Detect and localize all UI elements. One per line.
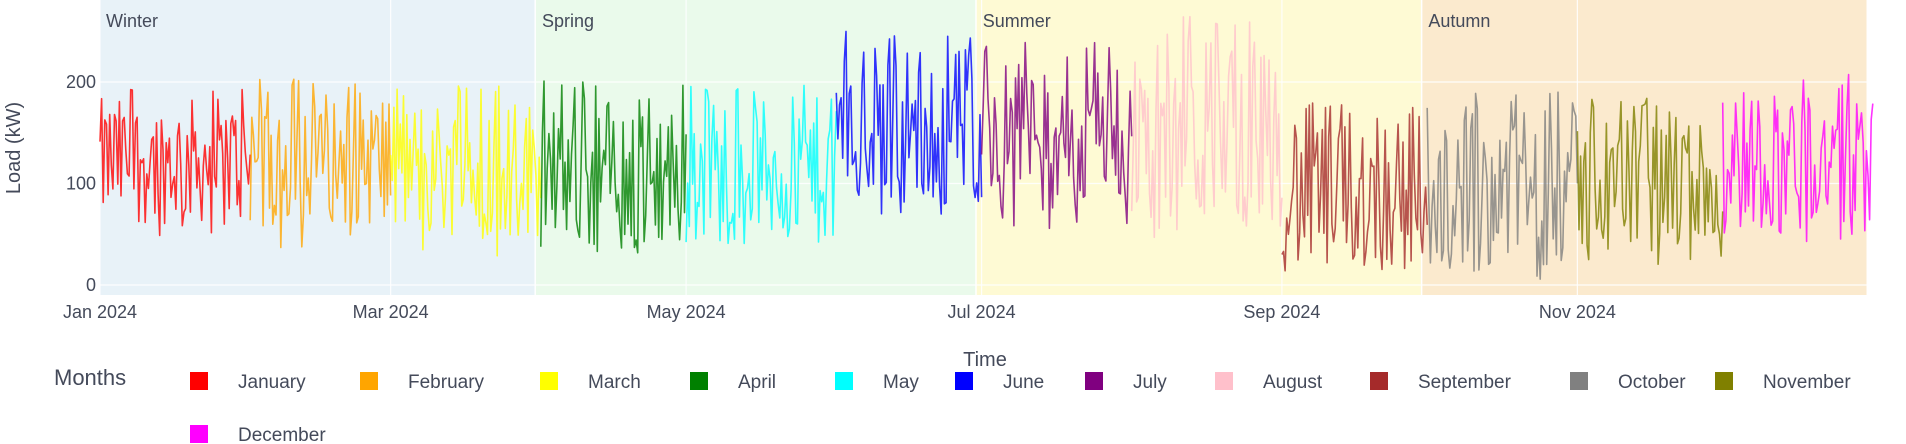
legend-title: Months xyxy=(54,365,126,390)
legend: Months January February March April May June J… xyxy=(54,365,1851,444)
legend-swatch-july xyxy=(1085,372,1103,390)
series-line-october xyxy=(1426,91,1579,280)
series-line-december xyxy=(1721,73,1874,243)
legend-label-february[interactable]: February xyxy=(408,372,485,393)
season-label-summer: Summer xyxy=(983,11,1051,31)
legend-label-june[interactable]: June xyxy=(1003,372,1044,393)
legend-swatch-september xyxy=(1370,372,1388,390)
legend-swatch-december xyxy=(190,425,208,443)
series-line-september xyxy=(1281,102,1428,272)
legend-swatch-january xyxy=(190,372,208,390)
x-axis-ticks: Jan 2024 Mar 2024 May 2024 Jul 2024 Sep 2024… xyxy=(63,302,1616,322)
legend-label-january[interactable]: January xyxy=(238,372,306,393)
season-label-autumn: Autumn xyxy=(1428,11,1490,31)
y-tick-label: 0 xyxy=(86,275,96,295)
x-tick-label: Jan 2024 xyxy=(63,302,137,322)
series-lines xyxy=(99,15,1874,280)
y-axis-title: Load (kW) xyxy=(3,102,25,194)
legend-swatch-february xyxy=(360,372,378,390)
legend-label-march[interactable]: March xyxy=(588,372,641,393)
legend-swatch-october xyxy=(1570,372,1588,390)
series-line-april xyxy=(540,80,687,254)
x-tick-label: Mar 2024 xyxy=(353,302,429,322)
y-tick-label: 100 xyxy=(66,174,96,194)
x-tick-label: Nov 2024 xyxy=(1539,302,1616,322)
legend-label-december[interactable]: December xyxy=(238,425,326,444)
series-line-july xyxy=(980,41,1133,230)
legend-label-november[interactable]: November xyxy=(1763,372,1851,393)
x-axis-title: Time xyxy=(963,349,1007,371)
legend-swatch-april xyxy=(690,372,708,390)
x-tick-label: Sep 2024 xyxy=(1243,302,1320,322)
legend-swatch-march xyxy=(540,372,558,390)
season-band-spring xyxy=(535,0,977,295)
legend-label-october[interactable]: October xyxy=(1618,372,1686,393)
legend-label-august[interactable]: August xyxy=(1263,372,1323,393)
series-line-january xyxy=(99,88,251,237)
series-line-february xyxy=(249,78,392,249)
series-line-march xyxy=(389,85,542,257)
legend-label-april[interactable]: April xyxy=(738,372,776,393)
legend-label-september[interactable]: September xyxy=(1418,372,1512,393)
series-line-june xyxy=(835,30,983,215)
series-line-august xyxy=(1130,15,1283,239)
season-band-summer xyxy=(976,0,1423,295)
series-line-november xyxy=(1576,97,1724,266)
x-tick-label: May 2024 xyxy=(647,302,726,322)
season-label-winter: Winter xyxy=(106,11,158,31)
legend-swatch-june xyxy=(955,372,973,390)
y-axis-ticks: 0 100 200 xyxy=(66,72,96,295)
legend-label-may[interactable]: May xyxy=(883,372,919,393)
season-labels: Winter Spring Summer Autumn xyxy=(106,11,1490,31)
legend-swatch-may xyxy=(835,372,853,390)
season-bands xyxy=(100,0,1870,295)
legend-label-july[interactable]: July xyxy=(1133,372,1167,393)
x-tick-label: Jul 2024 xyxy=(948,302,1016,322)
y-tick-label: 200 xyxy=(66,72,96,92)
legend-swatch-august xyxy=(1215,372,1233,390)
legend-swatch-november xyxy=(1715,372,1733,390)
season-label-spring: Spring xyxy=(542,11,594,31)
series-line-may xyxy=(685,84,838,245)
